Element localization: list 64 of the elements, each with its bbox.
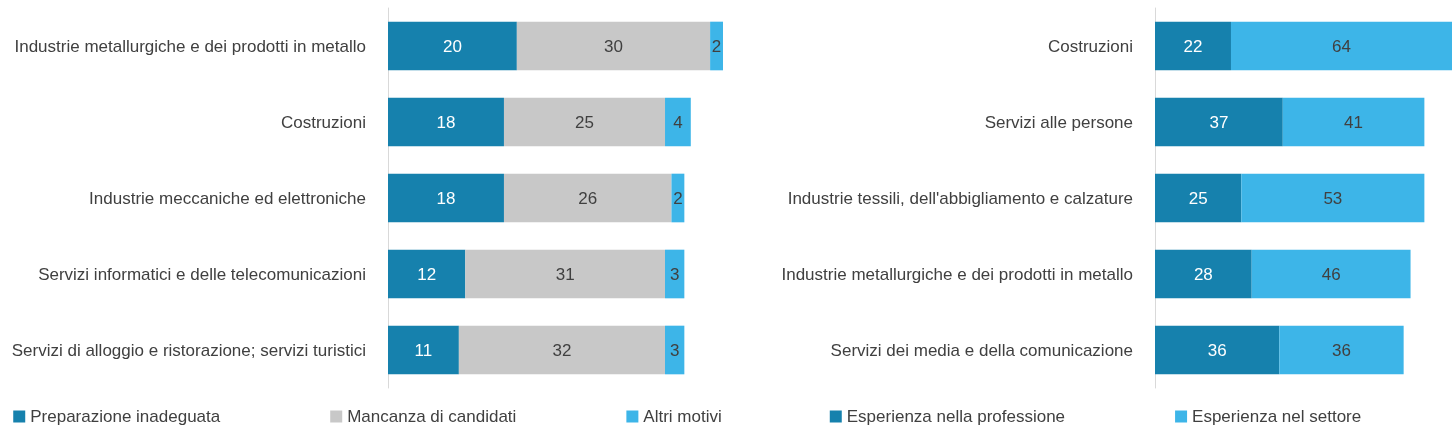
- data-label: 32: [552, 340, 572, 360]
- bar: [1282, 97, 1425, 147]
- y-tick-label: Costruzioni: [280, 112, 366, 132]
- bar: [1241, 173, 1425, 223]
- data-label: 46: [1321, 264, 1341, 284]
- data-label: 30: [604, 36, 623, 56]
- y-tick-label: Servizi informatici e delle telecomunicazioni: [38, 264, 366, 284]
- bar: [388, 173, 504, 223]
- legend-label: Preparazione inadeguata: [30, 407, 221, 426]
- bar: [465, 249, 666, 299]
- y-tick-label: Industrie meccaniche ed elettroniche: [89, 188, 366, 208]
- bar: [1230, 21, 1452, 71]
- legend-label: Altri motivi: [643, 407, 722, 426]
- data-label: 11: [414, 340, 433, 360]
- y-tick-label: Industrie tessili, dell'abbigliamento e calzature: [787, 188, 1133, 208]
- bar: [1279, 325, 1404, 375]
- y-tick-label: Servizi alle persone: [984, 112, 1133, 132]
- data-label: 53: [1323, 188, 1343, 208]
- bar: [1155, 97, 1283, 147]
- y-tick-label: Servizi di alloggio e ristorazione; servizi turistici: [11, 340, 366, 360]
- bar: [665, 97, 691, 147]
- data-label: 36: [1332, 340, 1351, 360]
- bar: [1251, 249, 1411, 299]
- data-label: 4: [673, 112, 683, 132]
- legend-label: Mancanza di candidati: [347, 407, 517, 426]
- bar: [516, 21, 711, 71]
- bar: [671, 173, 685, 223]
- data-label: 12: [417, 264, 437, 284]
- data-label: 2: [673, 188, 683, 208]
- legend-label: Esperienza nella professione: [846, 407, 1066, 426]
- y-tick-label: Industrie metallurgiche e dei prodotti in metallo: [14, 36, 366, 56]
- data-label: 25: [575, 112, 594, 132]
- bar: [665, 325, 685, 375]
- data-label: 3: [669, 264, 680, 284]
- bar: [1155, 21, 1231, 71]
- bar: [388, 325, 459, 375]
- data-label: 64: [1332, 36, 1351, 56]
- legend-label: Esperienza nel settore: [1192, 407, 1362, 426]
- bar: [388, 97, 504, 147]
- bar: [665, 249, 685, 299]
- y-tick-label: Servizi dei media e della comunicazione: [830, 340, 1133, 360]
- data-label: 22: [1183, 36, 1203, 56]
- bar: [1155, 249, 1252, 299]
- bar: [1155, 173, 1242, 223]
- bar: [503, 97, 666, 147]
- data-label: 36: [1207, 340, 1227, 360]
- bar: [388, 249, 466, 299]
- data-label: 37: [1209, 112, 1229, 132]
- data-label: 28: [1193, 264, 1213, 284]
- data-label: 20: [442, 36, 462, 56]
- data-label: 2: [711, 36, 722, 56]
- bar: [503, 173, 672, 223]
- bar: [388, 21, 517, 71]
- y-tick-label: Costruzioni: [1047, 36, 1133, 56]
- data-label: 18: [436, 188, 456, 208]
- data-label: 3: [669, 340, 680, 360]
- data-label: 31: [555, 264, 575, 284]
- data-label: 18: [436, 112, 456, 132]
- data-label: 25: [1188, 188, 1208, 208]
- data-label: 26: [578, 188, 598, 208]
- bar: [458, 325, 666, 375]
- data-label: 41: [1344, 112, 1364, 132]
- y-tick-label: Industrie metallurgiche e dei prodotti in metallo: [781, 264, 1133, 284]
- bar: [1155, 325, 1280, 375]
